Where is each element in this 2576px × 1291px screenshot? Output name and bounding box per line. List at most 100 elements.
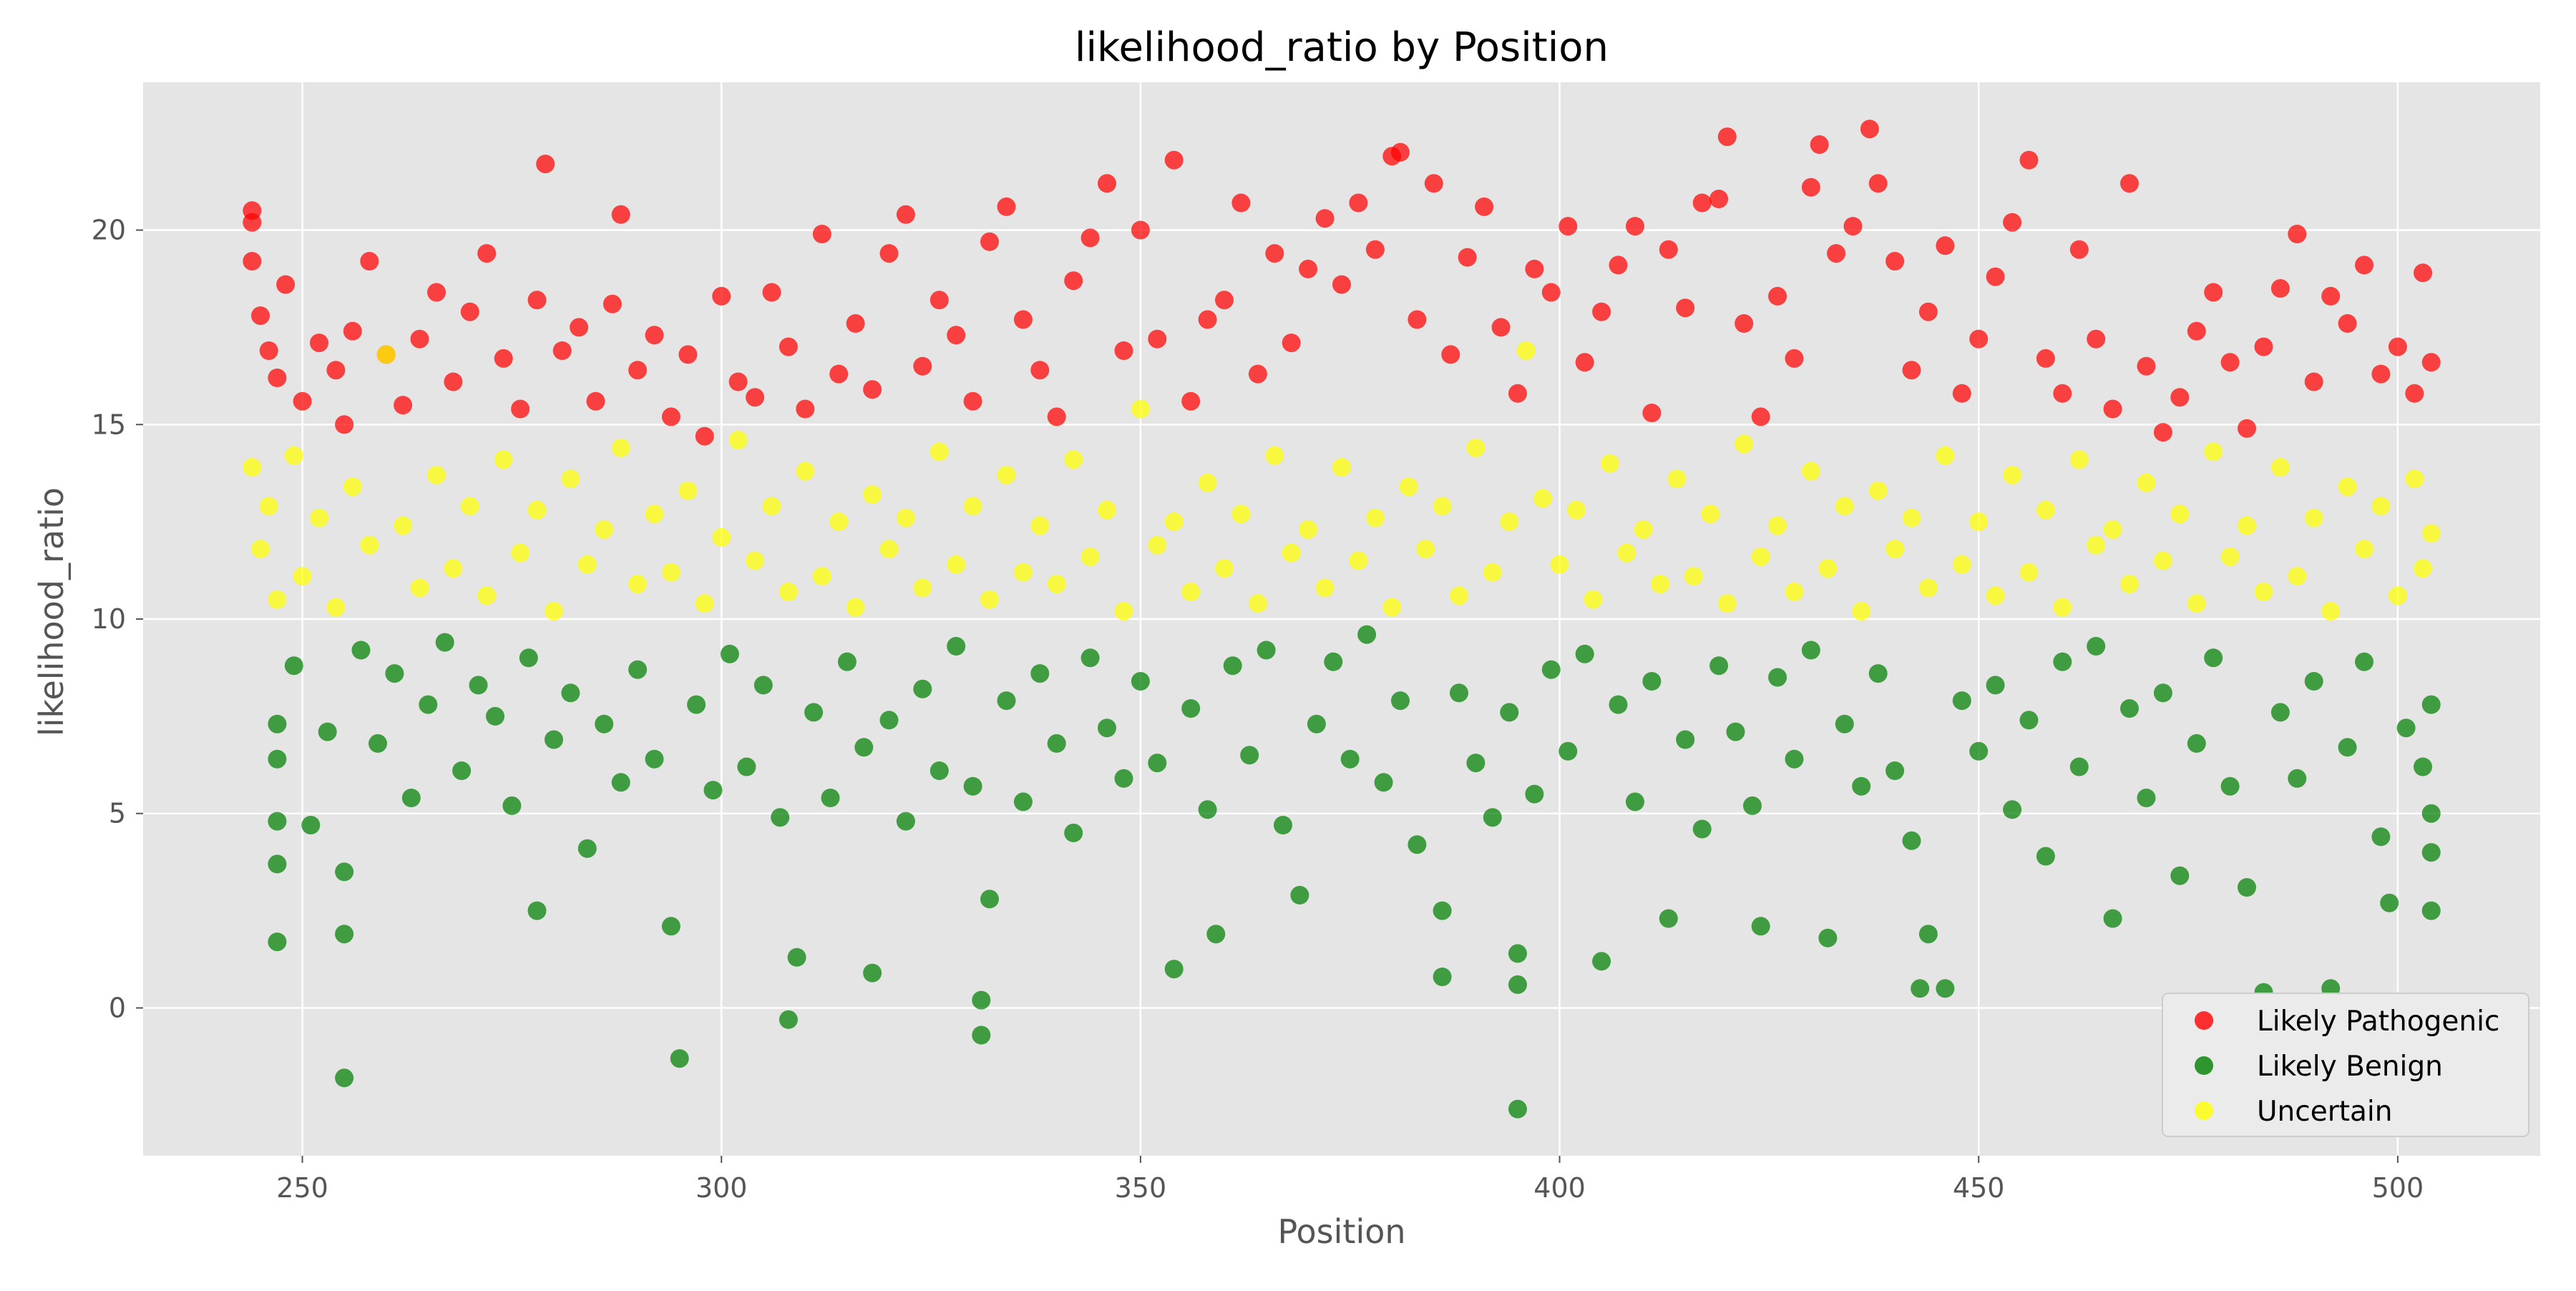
data-point [570,318,589,337]
data-point [972,990,991,1010]
data-point [2170,505,2190,524]
x-tick-label: 300 [696,1172,748,1204]
data-point [2355,540,2373,559]
data-point [746,388,765,407]
data-point [1918,302,1938,321]
data-point [1709,190,1729,208]
data-point [452,761,472,780]
data-point [343,477,362,497]
data-point [2187,734,2206,753]
data-point [2405,469,2424,489]
data-point [1131,399,1150,419]
data-point [460,302,479,321]
data-point [2153,551,2172,570]
data-point [1206,925,1226,944]
data-point [628,575,648,594]
data-point [2414,263,2432,283]
data-point [1475,197,1494,216]
data-point [1433,497,1452,516]
data-point [2270,279,2290,298]
data-point [1500,703,1519,722]
data-point [2338,314,2357,333]
data-point [410,578,429,598]
data-point [1810,135,1829,154]
data-point [2288,567,2307,586]
legend-box [2162,993,2529,1137]
data-point [611,438,630,457]
series-likely-benign [268,625,2441,1119]
data-point [494,349,513,368]
data-point [595,520,614,539]
data-point [1391,142,1410,162]
data-point [2338,738,2357,757]
data-point [259,341,278,360]
data-point [326,361,346,380]
data-point [1098,718,1116,738]
series-likely-pathogenic [243,120,2441,446]
data-point [1692,193,1712,213]
data-point [2371,827,2391,847]
data-point [1080,228,1100,248]
x-tick-label: 250 [276,1172,328,1204]
data-point [2204,648,2223,668]
grid-lines [143,82,2540,1156]
data-point [435,633,454,652]
data-point [728,431,748,449]
data-point [545,602,563,621]
data-point [2120,575,2139,594]
data-point [1374,773,1393,792]
data-point [335,862,354,882]
data-point [1466,438,1485,457]
data-point [268,854,287,874]
data-point [1265,244,1284,263]
data-point [284,446,303,465]
data-point [1307,714,1326,734]
data-point [762,497,781,516]
data-point [2421,843,2441,862]
data-point [494,450,513,469]
data-point [1558,217,1578,236]
data-point [913,356,932,376]
data-point [1902,831,1921,850]
data-point [947,555,966,574]
data-point [2388,337,2407,356]
data-points [243,120,2441,1119]
data-point [2355,255,2373,275]
data-point [661,407,680,427]
legend-marker [2195,1011,2213,1030]
data-point [1198,310,1217,329]
data-point [2053,384,2072,403]
data-point [1717,127,1737,147]
data-point [251,540,270,559]
data-point [1676,298,1695,318]
data-point [1642,404,1662,422]
data-point [284,656,303,676]
data-point [2421,524,2441,543]
data-point [301,816,321,834]
data-point [1751,407,1770,427]
data-point [427,283,446,302]
data-point [401,789,421,807]
data-point [1030,516,1050,535]
data-point [602,294,622,313]
data-point [1801,462,1820,481]
data-point [2288,769,2307,788]
data-point [1659,240,1678,259]
data-point [2220,776,2240,796]
data-point [1575,644,1594,663]
data-point [268,812,287,831]
data-point [536,155,555,174]
data-point [720,644,739,663]
data-point [779,337,798,356]
data-point [1726,722,1745,741]
data-point [1407,835,1427,854]
data-point [896,508,915,527]
data-point [1735,434,1754,454]
legend-label: Uncertain [2257,1096,2392,1128]
data-point [1558,741,1578,761]
series-uncertain [243,341,2441,621]
data-point [351,640,371,660]
data-point [628,361,648,380]
data-point [2254,337,2273,356]
